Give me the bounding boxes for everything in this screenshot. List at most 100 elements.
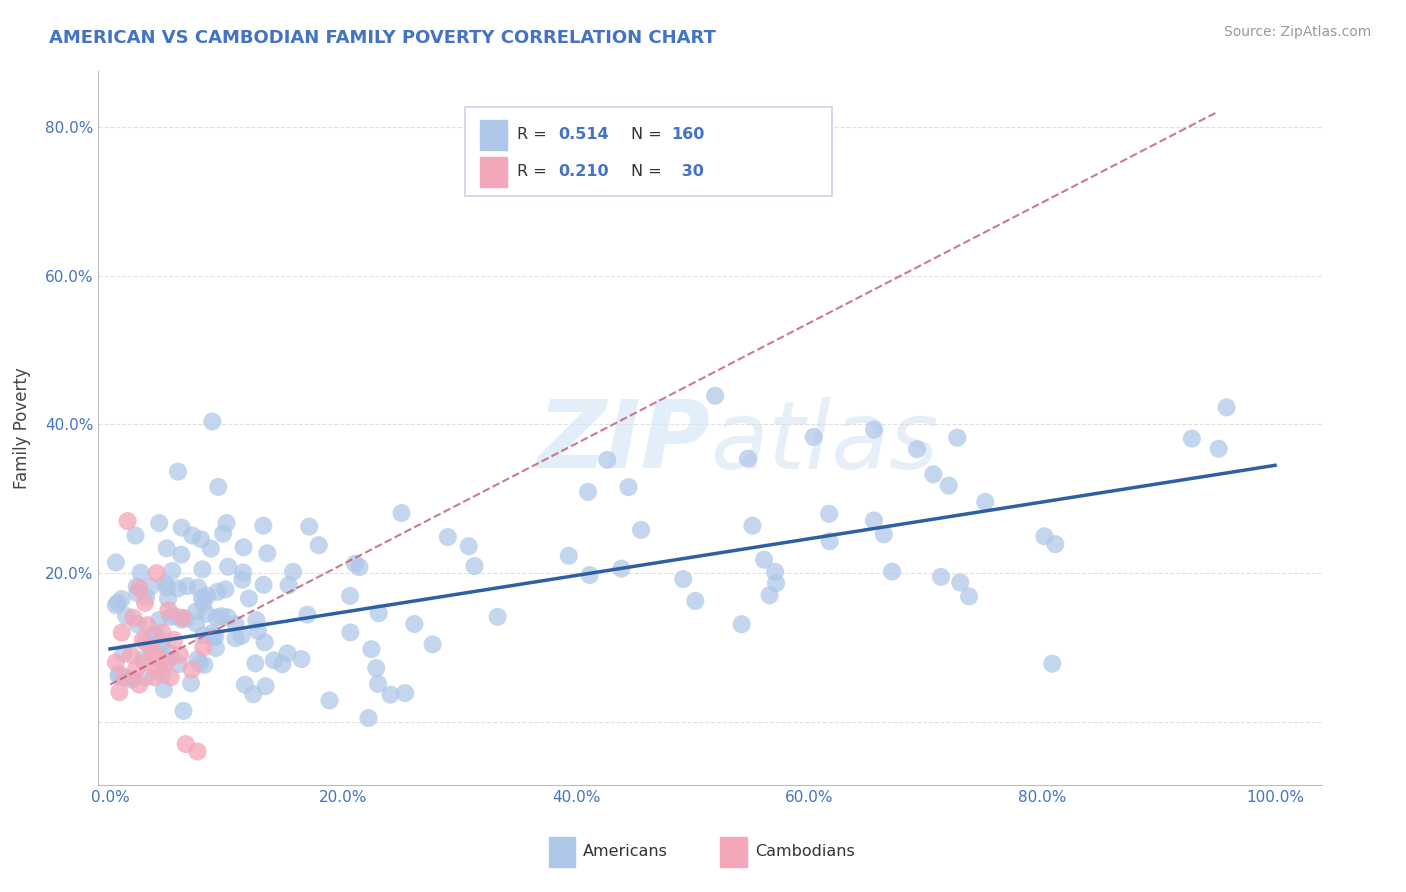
- Point: [195, 607, 218, 621]
- Point: [863, 423, 886, 437]
- Point: [256, 546, 278, 560]
- Point: [367, 677, 389, 691]
- Point: [737, 451, 759, 466]
- Point: [946, 431, 969, 445]
- Point: [172, 704, 194, 718]
- Point: [104, 655, 127, 669]
- Point: [974, 495, 997, 509]
- Point: [201, 630, 224, 644]
- Point: [104, 599, 127, 613]
- Point: [630, 523, 652, 537]
- Point: [215, 516, 238, 530]
- Point: [136, 618, 159, 632]
- Text: Cambodians: Cambodians: [755, 844, 855, 859]
- Point: [217, 610, 239, 624]
- Point: [193, 597, 215, 611]
- Text: 160: 160: [671, 127, 704, 142]
- Point: [128, 678, 150, 692]
- Point: [246, 624, 269, 638]
- Point: [170, 548, 193, 562]
- Point: [184, 605, 207, 619]
- Point: [224, 632, 246, 646]
- Point: [117, 514, 139, 528]
- Point: [152, 625, 174, 640]
- Point: [1040, 657, 1063, 671]
- Point: [486, 610, 509, 624]
- Point: [186, 652, 208, 666]
- Text: AMERICAN VS CAMBODIAN FAMILY POVERTY CORRELATION CHART: AMERICAN VS CAMBODIAN FAMILY POVERTY COR…: [49, 29, 716, 46]
- Point: [685, 594, 707, 608]
- Text: N =: N =: [630, 164, 666, 178]
- Point: [167, 465, 190, 479]
- Point: [366, 661, 388, 675]
- Point: [357, 711, 380, 725]
- Point: [818, 507, 841, 521]
- Point: [180, 663, 202, 677]
- Point: [122, 672, 145, 686]
- Point: [163, 633, 186, 648]
- Point: [380, 688, 402, 702]
- Point: [238, 591, 260, 606]
- Point: [752, 552, 775, 566]
- Point: [107, 669, 129, 683]
- Text: 0.514: 0.514: [558, 127, 609, 142]
- Point: [245, 613, 267, 627]
- Point: [803, 430, 825, 444]
- Point: [195, 589, 218, 603]
- Point: [156, 541, 179, 556]
- Point: [339, 625, 361, 640]
- Point: [873, 527, 896, 541]
- Point: [132, 653, 155, 667]
- Point: [134, 655, 156, 669]
- Point: [818, 534, 841, 549]
- Point: [437, 530, 460, 544]
- Point: [298, 519, 321, 533]
- Point: [277, 646, 299, 660]
- Point: [863, 513, 886, 527]
- Point: [464, 559, 486, 574]
- Point: [271, 657, 294, 672]
- Point: [135, 670, 157, 684]
- Point: [576, 484, 599, 499]
- Point: [217, 559, 239, 574]
- Point: [180, 676, 202, 690]
- Y-axis label: Family Poverty: Family Poverty: [13, 368, 31, 489]
- Point: [252, 578, 274, 592]
- Point: [596, 453, 619, 467]
- Point: [209, 609, 232, 624]
- Point: [308, 538, 330, 552]
- Point: [578, 568, 600, 582]
- Point: [169, 648, 191, 662]
- Text: R =: R =: [517, 127, 551, 142]
- Point: [277, 578, 299, 592]
- Point: [367, 606, 389, 620]
- Point: [1215, 401, 1237, 415]
- Point: [150, 637, 173, 651]
- Point: [170, 520, 193, 534]
- Point: [120, 673, 142, 687]
- Point: [190, 533, 212, 547]
- FancyBboxPatch shape: [465, 107, 832, 196]
- Point: [231, 573, 253, 587]
- Point: [224, 617, 246, 632]
- Point: [339, 589, 361, 603]
- Point: [949, 575, 972, 590]
- Point: [131, 633, 153, 648]
- Point: [191, 562, 214, 576]
- Point: [142, 627, 165, 641]
- Point: [1181, 432, 1204, 446]
- Point: [214, 582, 236, 597]
- Point: [254, 679, 277, 693]
- Point: [1045, 537, 1067, 551]
- Point: [704, 389, 727, 403]
- Point: [391, 506, 413, 520]
- Point: [174, 612, 197, 626]
- Point: [176, 579, 198, 593]
- Point: [149, 652, 172, 666]
- Point: [938, 478, 960, 492]
- Point: [159, 647, 181, 661]
- Point: [112, 647, 135, 661]
- Point: [135, 590, 157, 604]
- Point: [765, 576, 787, 591]
- Point: [157, 652, 180, 666]
